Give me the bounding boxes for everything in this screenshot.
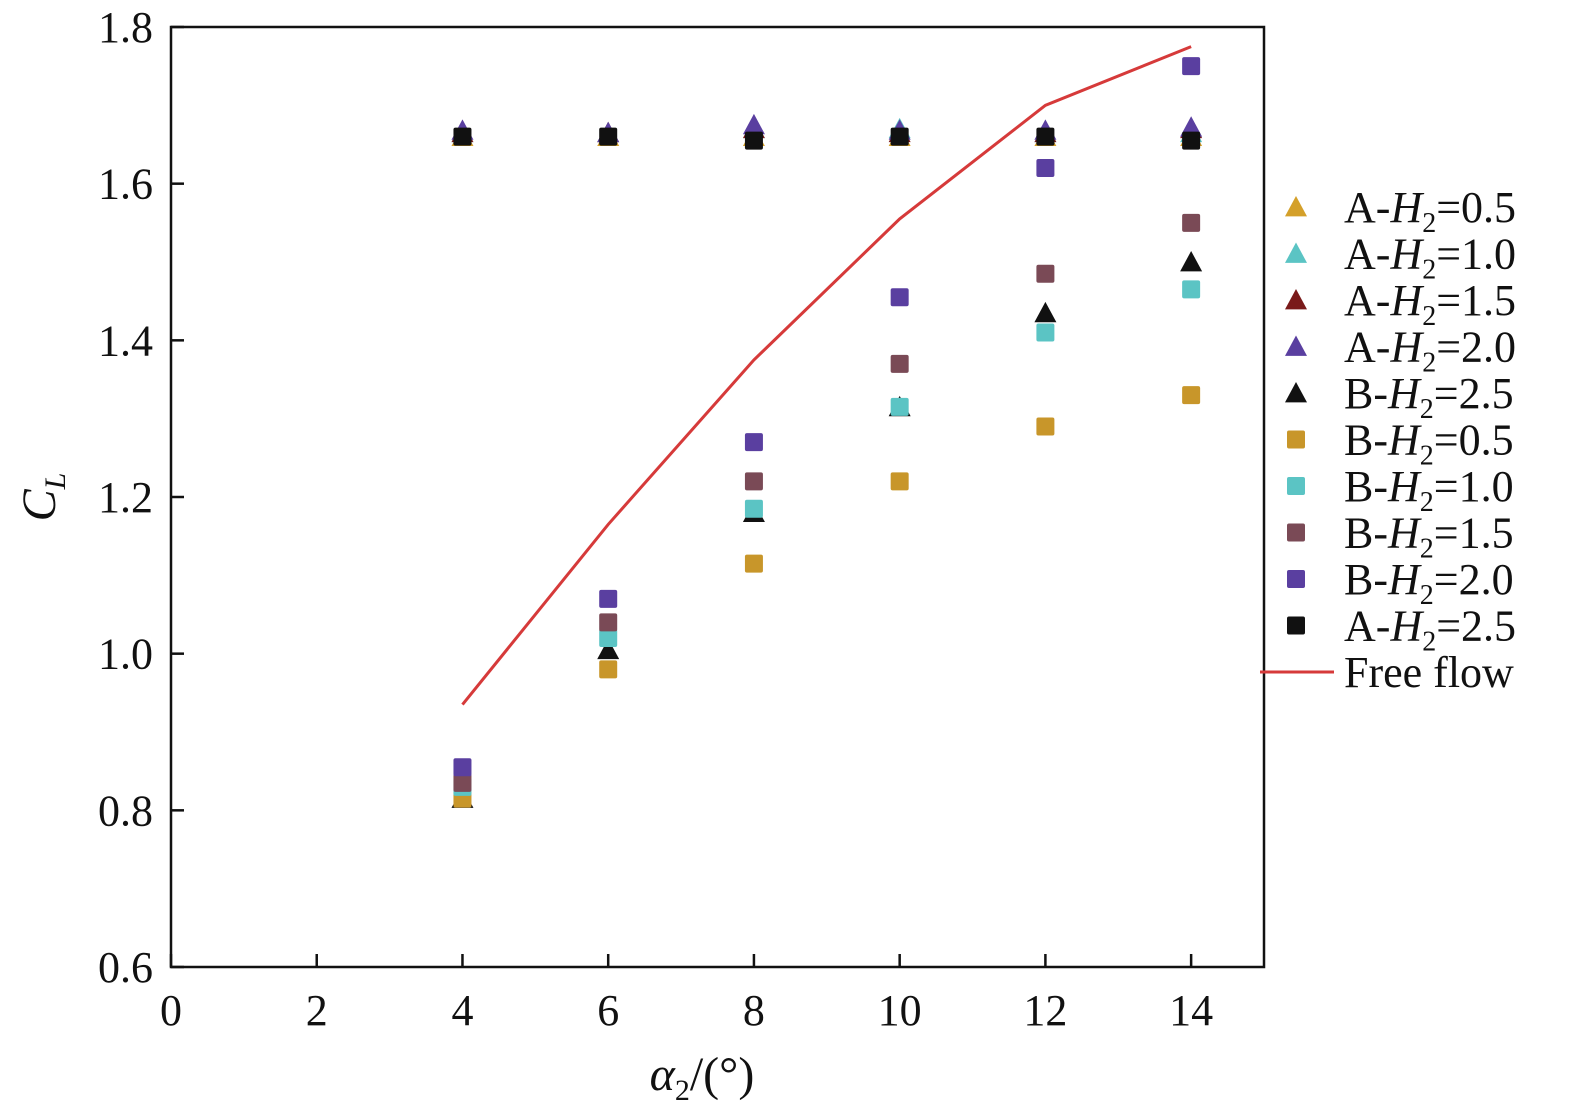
x-tick-label-6: 6 — [597, 986, 619, 1035]
point-A-H2-2-5-12 — [1036, 127, 1055, 146]
legend: A-H2=0.5A-H2=1.0A-H2=1.5A-H2=2.0B-H2=2.5… — [1260, 183, 1516, 697]
point-B-H2-0-5-8 — [744, 554, 763, 573]
y-axis-title: CL — [13, 473, 72, 522]
legend-marker-A-H2-2-5 — [1287, 616, 1305, 635]
x-tick-label-12: 12 — [1023, 986, 1067, 1035]
y-tick-label-1.2: 1.2 — [98, 473, 153, 522]
free-flow-series — [461, 45, 1192, 706]
plot-frame — [169, 25, 1266, 969]
point-A-H2-2-0-14 — [1180, 116, 1203, 137]
point-B-H2-2-0-8 — [744, 433, 763, 452]
point-B-H2-1-0-12 — [1036, 323, 1055, 342]
legend-marker-A-H2-0-5 — [1285, 196, 1307, 217]
point-B-H2-0-5-10 — [890, 472, 909, 491]
legend-label-free-flow: Free flow — [1344, 648, 1514, 697]
legend-label-A-H2-1-5: A-H2=1.5 — [1344, 276, 1516, 332]
legend-marker-B-H2-2-0 — [1287, 570, 1305, 588]
point-B-H2-1-5-12 — [1036, 264, 1055, 283]
y-tick-label-0.8: 0.8 — [98, 786, 153, 835]
legend-label-A-H2-1-0: A-H2=1.0 — [1344, 230, 1516, 286]
point-A-H2-2-5-8 — [744, 131, 763, 150]
legend-marker-B-H2-1-5 — [1287, 523, 1305, 542]
point-B-H2-1-5-8 — [744, 472, 763, 491]
point-B-H2-1-0-8 — [744, 499, 763, 518]
legend-label-A-H2-2-0: A-H2=2.0 — [1344, 323, 1516, 379]
legend-marker-B-H2-2-5 — [1285, 382, 1307, 403]
legend-marker-A-H2-1-0 — [1285, 242, 1307, 263]
point-A-H2-2-5-4 — [453, 127, 472, 146]
y-tick-label-1.4: 1.4 — [98, 316, 153, 365]
legend-label-B-H2-1-0: B-H2=1.0 — [1344, 462, 1514, 518]
point-B-H2-2-5-6 — [597, 638, 620, 660]
point-B-H2-2-5-14 — [1180, 251, 1203, 272]
point-B-H2-1-0-14 — [1182, 280, 1201, 299]
point-B-H2-2-5-12 — [1034, 301, 1057, 323]
legend-marker-B-H2-0-5 — [1287, 430, 1305, 449]
point-B-H2-2-0-6 — [599, 589, 618, 608]
point-B-H2-0-5-14 — [1182, 386, 1201, 405]
point-B-H2-2-0-10 — [890, 288, 909, 307]
data-points — [451, 57, 1203, 808]
point-A-H2-2-5-10 — [890, 127, 909, 146]
point-B-H2-1-5-4 — [453, 773, 472, 792]
point-B-H2-1-5-14 — [1182, 213, 1201, 232]
x-tick-label-4: 4 — [451, 986, 473, 1035]
legend-label-B-H2-1-5: B-H2=1.5 — [1344, 509, 1514, 565]
point-B-H2-0-5-12 — [1036, 417, 1055, 436]
point-A-H2-2-0-8 — [742, 113, 765, 135]
x-tick-label-10: 10 — [878, 986, 922, 1035]
x-tick-label-0: 0 — [160, 986, 182, 1035]
y-tick-label-1.8: 1.8 — [98, 3, 153, 52]
point-B-H2-2-0-4 — [453, 758, 472, 777]
legend-marker-A-H2-1-5 — [1285, 289, 1307, 310]
legend-label-A-H2-0-5: A-H2=0.5 — [1344, 183, 1516, 239]
x-tick-label-2: 2 — [306, 986, 328, 1035]
y-tick-label-0.6: 0.6 — [98, 943, 153, 992]
free-flow-line — [461, 45, 1192, 706]
axis-ticks: 0 2 4 6 8 10 12 14 0.6 0.8 1.0 1.2 1.4 1.6 1.8 — [98, 3, 1213, 1035]
legend-marker-B-H2-1-0 — [1287, 477, 1305, 495]
point-B-H2-2-0-12 — [1036, 159, 1055, 177]
point-B-H2-1-5-6 — [599, 613, 618, 632]
y-tick-label-1.0: 1.0 — [98, 630, 153, 679]
y-tick-label-1.6: 1.6 — [98, 160, 153, 209]
point-A-H2-2-5-6 — [599, 127, 618, 146]
legend-label-A-H2-2-5: A-H2=2.5 — [1344, 602, 1516, 658]
x-axis-title: α2/(°) — [650, 1048, 755, 1107]
point-B-H2-1-0-10 — [890, 397, 909, 416]
point-A-H2-2-5-14 — [1182, 131, 1201, 150]
legend-label-B-H2-2-5: B-H2=2.5 — [1344, 369, 1514, 425]
point-B-H2-1-5-10 — [890, 354, 909, 373]
x-tick-label-8: 8 — [743, 986, 765, 1035]
point-B-H2-1-0-6 — [599, 629, 618, 647]
x-tick-label-14: 14 — [1169, 986, 1213, 1035]
axis-titles: α2/(°) CL — [13, 473, 754, 1107]
legend-label-B-H2-2-0: B-H2=2.0 — [1344, 555, 1514, 611]
point-B-H2-2-0-14 — [1182, 57, 1201, 76]
legend-marker-A-H2-2-0 — [1285, 335, 1307, 356]
point-B-H2-0-5-6 — [599, 660, 618, 679]
legend-label-B-H2-0-5: B-H2=0.5 — [1344, 416, 1514, 472]
